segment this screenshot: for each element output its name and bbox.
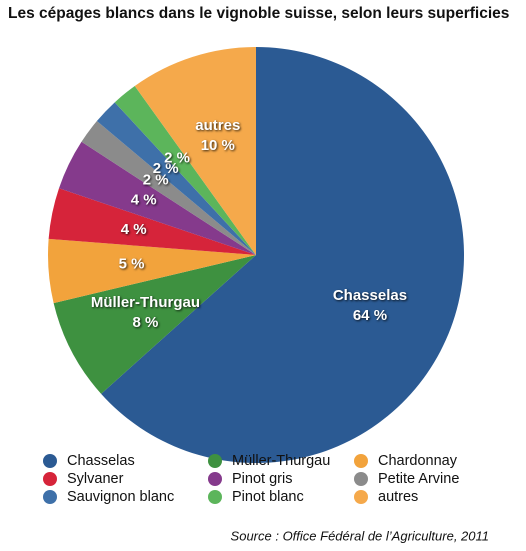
legend-marker: [43, 490, 57, 504]
legend-marker: [43, 454, 57, 468]
pie-slice: [53, 255, 256, 394]
legend-label: Sauvignon blanc: [67, 489, 174, 505]
source-note: Source : Office Fédéral de l’Agriculture…: [231, 528, 489, 543]
slice-value-label: 4 %: [131, 192, 157, 209]
legend-label: Sylvaner: [67, 471, 124, 487]
pie-slice: [48, 188, 256, 255]
legend-marker: [354, 472, 368, 486]
pie-slice: [96, 102, 256, 255]
legend-label: Pinot gris: [232, 471, 292, 487]
legend-marker: [354, 454, 368, 468]
legend-marker: [208, 490, 222, 504]
legend-marker: [43, 472, 57, 486]
slice-value-label: 10 %: [201, 137, 235, 154]
legend-label: Chardonnay: [378, 453, 458, 469]
pie-slice: [58, 141, 257, 255]
legend-label: Chasselas: [67, 453, 135, 469]
pie-slice: [48, 238, 256, 304]
slice-name-label: Müller-Thurgau: [91, 294, 200, 311]
legend-label: autres: [378, 489, 418, 505]
slice-value-label: 2 %: [143, 172, 169, 189]
pie-slice: [134, 47, 256, 255]
legend-label: Pinot blanc: [232, 489, 304, 505]
legend-marker: [208, 472, 222, 486]
pie-slice: [81, 121, 256, 256]
pie-slice: [101, 47, 464, 463]
slice-value-label: 5 %: [119, 256, 145, 273]
slice-name-label: autres: [195, 117, 240, 134]
chart-title: Les cépages blancs dans le vignoble suis…: [8, 5, 509, 22]
slice-value-label: 2 %: [164, 149, 190, 166]
legend-marker: [208, 454, 222, 468]
slice-value-label: 8 %: [132, 314, 158, 331]
slice-value-label: 64 %: [353, 307, 387, 324]
pie-slice: [114, 85, 257, 255]
slice-value-label: 2 %: [153, 160, 179, 177]
slice-name-label: Chasselas: [333, 287, 407, 304]
legend-label: Müller-Thurgau: [232, 453, 330, 469]
legend-marker: [354, 490, 368, 504]
legend-label: Petite Arvine: [378, 471, 459, 487]
slice-value-label: 4 %: [121, 221, 147, 238]
